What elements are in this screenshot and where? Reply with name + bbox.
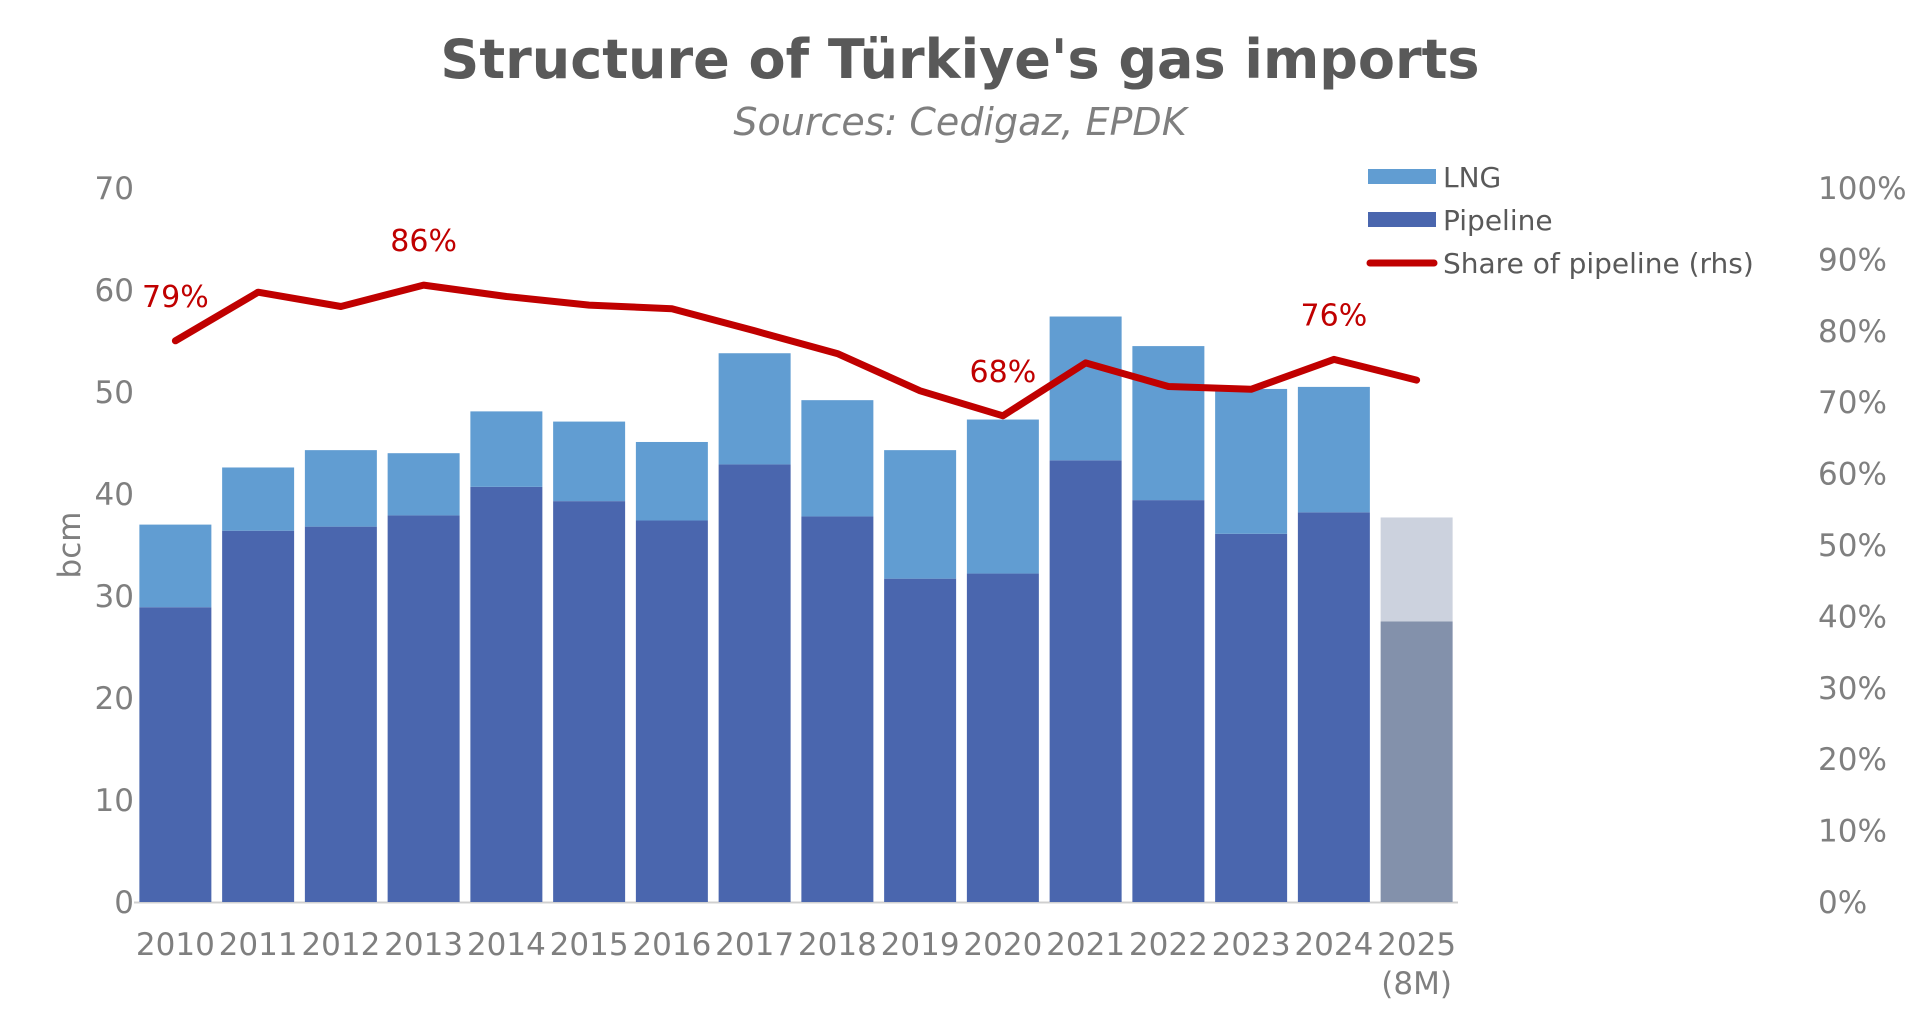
bar-pipeline	[1215, 533, 1288, 902]
line-layer	[171, 281, 1421, 420]
bar-pipeline	[470, 486, 543, 902]
y-tick-label: 10	[95, 783, 134, 819]
y2-tick-label: 10%	[1818, 814, 1887, 850]
y2-tick-label: 70%	[1818, 385, 1887, 421]
chart-subtitle: Sources: Cedigaz, EPDK	[733, 100, 1187, 144]
legend: LNG Pipeline Share of pipeline (rhs)	[1366, 161, 1754, 280]
x-tick-label: 2023	[1212, 927, 1291, 963]
bar-pipeline	[635, 520, 708, 902]
annotations-layer: 79% 86% 68% 76%	[142, 224, 1367, 390]
y2-tick-label: 80%	[1818, 314, 1887, 350]
bar-lng	[553, 421, 626, 502]
data-label: 68%	[970, 355, 1037, 390]
bar-pipeline	[1297, 512, 1370, 902]
y2-tick-label: 20%	[1818, 742, 1887, 778]
axes-layer: 0 10 20 30 40 50 60 70 0% 10% 20% 30% 40% 50% 60% 70% 80…	[52, 171, 1907, 1002]
pipeline-share-line	[171, 281, 1421, 420]
bar-lng	[1215, 388, 1288, 534]
x-tick-label: 2022	[1129, 927, 1208, 963]
data-label: 79%	[142, 280, 209, 315]
y2-tick-label: 90%	[1818, 242, 1887, 278]
x-tick-label: (8M)	[1381, 966, 1452, 1002]
chart-title: Structure of Türkiye's gas imports	[440, 28, 1480, 91]
x-tick-label: 2011	[219, 927, 298, 963]
x-tick-label: 2024	[1294, 927, 1373, 963]
y-axis-label: bcm	[52, 512, 88, 579]
x-tick-label: 2025	[1377, 927, 1456, 963]
data-label: 86%	[390, 224, 457, 259]
legend-swatch	[1368, 212, 1436, 227]
bar-lng	[222, 467, 295, 531]
bar-lng	[304, 450, 377, 527]
bar-pipeline	[884, 578, 957, 902]
x-tick-label: 2013	[384, 927, 463, 963]
y2-tick-label: 100%	[1818, 171, 1907, 207]
x-tick-label: 2015	[550, 927, 629, 963]
y-tick-label: 50	[95, 375, 134, 411]
bars-layer	[139, 316, 1453, 902]
x-tick-label: 2010	[136, 927, 215, 963]
y2-tick-label: 60%	[1818, 457, 1887, 493]
x-tick-label: 2021	[1046, 927, 1125, 963]
legend-label: LNG	[1443, 161, 1501, 194]
y2-tick-label: 30%	[1818, 671, 1887, 707]
data-label: 76%	[1301, 298, 1368, 333]
bar-lng	[1380, 517, 1453, 622]
bar-lng	[884, 450, 957, 579]
y-tick-label: 70	[95, 171, 134, 207]
y-tick-label: 0	[114, 885, 134, 921]
bar-lng	[1049, 316, 1122, 461]
x-tick-label: 2012	[301, 927, 380, 963]
y-tick-label: 60	[95, 273, 134, 309]
bar-pipeline	[966, 573, 1039, 902]
bar-lng	[1297, 386, 1370, 513]
x-tick-label: 2020	[963, 927, 1042, 963]
bar-pipeline	[801, 516, 874, 902]
bar-pipeline	[139, 607, 212, 902]
x-tick-label: 2016	[632, 927, 711, 963]
bar-lng	[801, 400, 874, 517]
bar-pipeline	[387, 515, 460, 902]
y2-tick-label: 0%	[1818, 885, 1867, 921]
bar-pipeline	[304, 526, 377, 902]
bar-pipeline	[1132, 500, 1205, 902]
y2-tick-label: 40%	[1818, 599, 1887, 635]
bar-lng	[139, 524, 212, 608]
x-tick-label: 2018	[798, 927, 877, 963]
y-tick-label: 40	[95, 477, 134, 513]
bar-pipeline	[718, 464, 791, 902]
bar-lng	[470, 411, 543, 487]
bar-pipeline	[553, 501, 626, 902]
bar-pipeline	[222, 530, 295, 902]
x-tick-label: 2014	[467, 927, 546, 963]
legend-label: Pipeline	[1443, 204, 1553, 237]
bar-pipeline	[1380, 621, 1453, 902]
bar-lng	[1132, 346, 1205, 501]
y-tick-label: 20	[95, 681, 134, 717]
bar-lng	[387, 453, 460, 516]
y-tick-label: 30	[95, 579, 134, 615]
bar-lng	[966, 419, 1039, 574]
x-tick-label: 2017	[715, 927, 794, 963]
legend-label: Share of pipeline (rhs)	[1443, 247, 1754, 280]
legend-swatch	[1368, 169, 1436, 184]
bar-pipeline	[1049, 460, 1122, 902]
bar-lng	[718, 353, 791, 465]
y2-tick-label: 50%	[1818, 528, 1887, 564]
bar-lng	[635, 441, 708, 521]
x-tick-label: 2019	[881, 927, 960, 963]
